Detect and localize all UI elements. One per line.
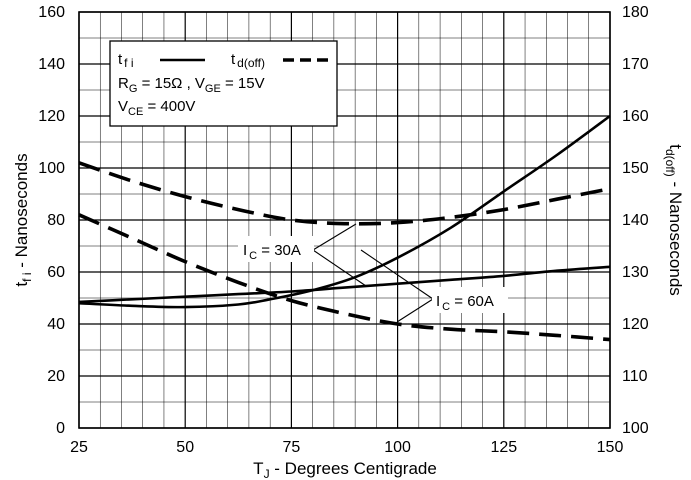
left-axis-label-rest: - Nanoseconds xyxy=(12,153,31,272)
left-tick-label: 140 xyxy=(38,56,65,73)
series-tfi-60a xyxy=(78,114,611,309)
left-axis-label-main: t xyxy=(12,282,31,287)
x-axis-label-rest: - Degrees Centigrade xyxy=(270,459,437,478)
x-axis-label-main: T xyxy=(253,459,263,478)
plot-frame xyxy=(78,11,611,429)
legend-rg-val: = 15Ω , V xyxy=(137,75,205,92)
legend-vce-sub: CE xyxy=(128,106,143,118)
left-axis-label: tf i - Nanoseconds xyxy=(12,153,34,286)
curves xyxy=(78,114,611,342)
series-tdoff-60a xyxy=(78,213,611,342)
legend-rg-sub: G xyxy=(129,83,138,95)
right-axis-ticks: 100 110 120 130 140 150 160 170 180 xyxy=(622,4,649,437)
annotation-leaders xyxy=(312,223,434,323)
x-tick-label: 25 xyxy=(70,439,88,456)
left-tick-label: 20 xyxy=(47,368,65,385)
leader-60a-tfi xyxy=(360,249,434,300)
annotation-30a-sub: C xyxy=(249,250,257,262)
right-tick-label: 140 xyxy=(622,212,649,229)
leader-60a-tdoff xyxy=(396,298,434,323)
legend-tfi-main: t xyxy=(118,51,123,68)
legend-box xyxy=(109,40,338,127)
x-axis-label: TJ - Degrees Centigrade xyxy=(253,459,437,480)
right-axis-label: td(off) - Nanoseconds xyxy=(663,144,685,296)
legend-vce-main: V xyxy=(118,98,128,115)
legend-conditions-line1: RG = 15Ω , VGE = 15V xyxy=(118,75,265,95)
annotation-60a-sub: C xyxy=(442,301,450,313)
legend-tdoff-main: t xyxy=(231,51,236,68)
annotation-30a-rest: = 30A xyxy=(257,242,301,259)
series-tdoff-30a xyxy=(78,161,611,226)
x-axis-label-sub: J xyxy=(264,467,270,480)
legend-tdoff-sub: d(off) xyxy=(237,56,265,70)
left-tick-label: 80 xyxy=(47,212,65,229)
annotation-30a-main: I xyxy=(243,242,247,259)
left-tick-label: 60 xyxy=(47,264,65,281)
left-tick-label: 120 xyxy=(38,108,65,125)
x-tick-label: 125 xyxy=(490,439,517,456)
annotation-60a-rest: = 60A xyxy=(450,293,494,310)
x-tick-label: 150 xyxy=(597,439,624,456)
right-tick-label: 150 xyxy=(622,160,649,177)
left-tick-label: 100 xyxy=(38,160,65,177)
x-tick-label: 50 xyxy=(176,439,194,456)
legend-tdoff-label: t d(off) xyxy=(231,51,265,70)
leader-30a-tdoff xyxy=(312,249,367,287)
annotation-30a-box xyxy=(238,236,314,262)
right-axis-label-main: t xyxy=(666,144,685,149)
right-tick-label: 120 xyxy=(622,316,649,333)
series-tfi-30a xyxy=(78,265,611,304)
x-tick-label: 100 xyxy=(384,439,411,456)
right-tick-label: 160 xyxy=(622,108,649,125)
left-tick-label: 160 xyxy=(38,4,65,21)
right-tick-label: 180 xyxy=(622,4,649,21)
legend-conditions-line2: VCE = 400V xyxy=(118,98,195,118)
annotation-60a-main: I xyxy=(436,293,440,310)
left-axis-ticks: 0 20 40 60 80 100 120 140 160 xyxy=(38,4,65,437)
legend-vce-val: = 400V xyxy=(143,98,195,115)
annotation-60a-box xyxy=(432,287,508,313)
left-tick-label: 0 xyxy=(56,420,65,437)
legend-rg-main: R xyxy=(118,75,129,92)
legend-tfi-sub: f i xyxy=(124,56,133,70)
right-tick-label: 110 xyxy=(622,368,648,385)
leader-30a-tfi xyxy=(312,223,357,251)
legend-vge-sub: GE xyxy=(205,83,221,95)
x-axis-ticks: 25 50 75 100 125 150 xyxy=(70,439,623,456)
right-tick-label: 130 xyxy=(622,264,649,281)
right-axis-label-rest: - Nanoseconds xyxy=(666,177,685,296)
left-tick-label: 40 xyxy=(47,316,65,333)
right-tick-label: 100 xyxy=(622,420,649,437)
right-axis-label-sub: d(off) xyxy=(663,149,677,177)
legend-vge-val: = 15V xyxy=(221,75,265,92)
right-tick-label: 170 xyxy=(622,56,649,73)
left-axis-label-sub: f i xyxy=(20,273,34,282)
x-tick-label: 75 xyxy=(283,439,301,456)
